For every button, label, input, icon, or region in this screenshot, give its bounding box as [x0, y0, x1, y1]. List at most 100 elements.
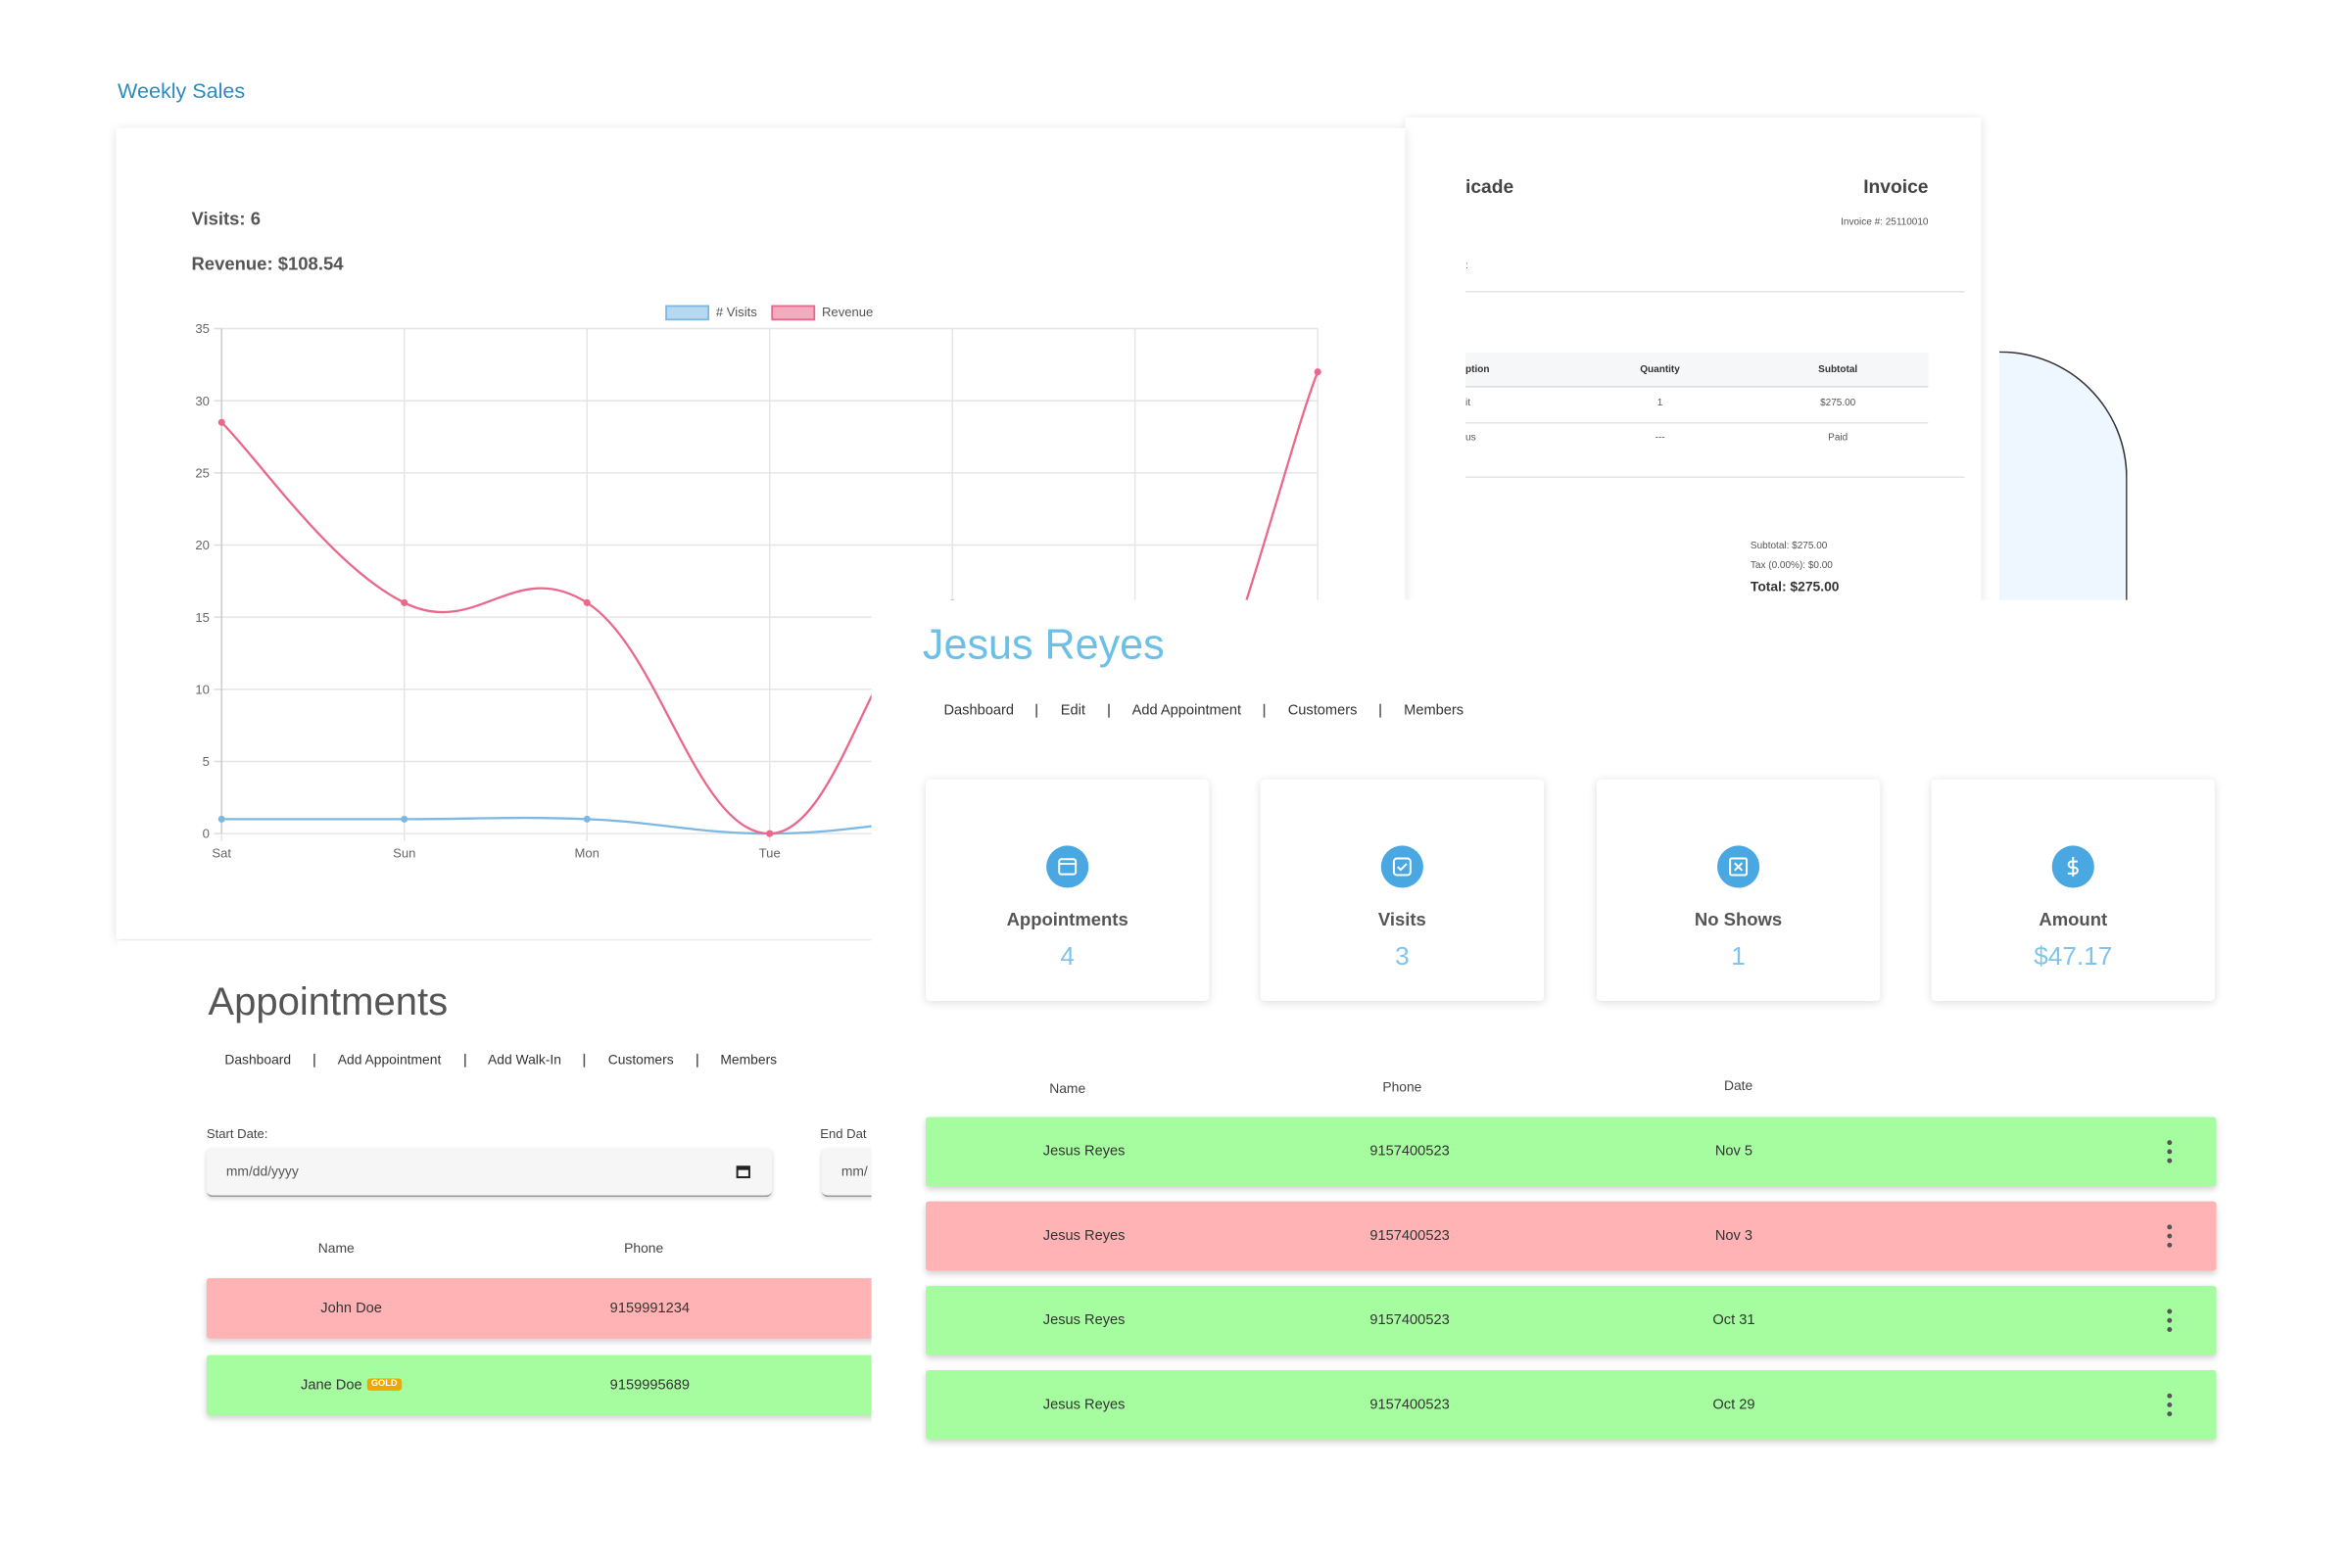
- cell-name: Jesus Reyes: [1042, 1396, 1126, 1413]
- section-title: Weekly Sales: [118, 78, 246, 103]
- visit-row[interactable]: Jesus Reyes 9157400523 Nov 5: [926, 1117, 2217, 1187]
- row-menu[interactable]: [2165, 1224, 2174, 1249]
- stat-icon: [1046, 845, 1089, 888]
- check-icon: [1392, 857, 1412, 877]
- cross-icon: [1729, 857, 1749, 877]
- menu-dot: [2167, 1402, 2173, 1407]
- visit-row[interactable]: Jesus Reyes 9157400523 Oct 29: [926, 1370, 2217, 1440]
- nav-bar: Dashboard Add Appointment Add Walk-In Custo…: [224, 1052, 777, 1067]
- menu-dot: [2167, 1308, 2173, 1314]
- stat-label: Visits: [1377, 909, 1426, 930]
- cell-phone: 9157400523: [1369, 1396, 1450, 1413]
- nav-link[interactable]: Dashboard: [943, 702, 1015, 720]
- cell-date: Oct 31: [1712, 1311, 1755, 1329]
- menu-dot: [2167, 1233, 2173, 1239]
- y-tick-label: 25: [195, 465, 210, 480]
- menu-dot: [2167, 1317, 2173, 1323]
- nav-link[interactable]: Members: [1404, 702, 1464, 720]
- data-point: [217, 418, 225, 426]
- nav-link[interactable]: Dashboard: [224, 1052, 292, 1068]
- visit-row[interactable]: Jesus Reyes 9157400523 Nov 3: [926, 1201, 2217, 1271]
- y-tick-label: 15: [195, 610, 210, 625]
- cell-phone: 9157400523: [1369, 1143, 1450, 1161]
- nav-link[interactable]: Customers: [1287, 702, 1358, 720]
- stat-card: No Shows 1: [1596, 779, 1881, 1001]
- menu-dot: [2167, 1140, 2173, 1146]
- member-badge: GOLD: [366, 1379, 403, 1392]
- menu-dot: [2167, 1327, 2173, 1332]
- row-divider: [1465, 421, 1929, 424]
- column-header: Quantity: [1640, 364, 1680, 376]
- y-tick-label: 30: [195, 394, 210, 408]
- invoice-number: Invoice #: 25110010: [1841, 216, 1929, 228]
- cell: $275.00: [1820, 398, 1856, 409]
- cell: ---: [1655, 432, 1665, 444]
- data-point: [1314, 368, 1321, 376]
- panel-title: Appointments: [208, 977, 449, 1024]
- row-menu[interactable]: [2165, 1140, 2174, 1164]
- cell-date: Nov 5: [1714, 1143, 1753, 1161]
- column-header: Phone: [1382, 1078, 1422, 1095]
- column-header: Subtotal: [1818, 364, 1858, 376]
- nav-separator: [584, 1053, 586, 1067]
- y-tick-label: 20: [195, 538, 210, 552]
- stat-value: 3: [1395, 941, 1410, 972]
- stat-value: 4: [1060, 941, 1075, 972]
- stat-icon: [1717, 845, 1760, 888]
- data-point: [401, 815, 408, 823]
- cell: it: [1465, 398, 1471, 409]
- column-header: Date: [1723, 1077, 1753, 1093]
- stat-icon: [1380, 845, 1423, 888]
- cell-name: Jesus Reyes: [1042, 1227, 1126, 1245]
- data-point: [401, 598, 408, 606]
- customer-panel: Jesus Reyes Dashboard Edit Add Appointment…: [871, 599, 2352, 1568]
- nav-link[interactable]: Members: [720, 1052, 778, 1068]
- menu-dot: [2167, 1149, 2173, 1155]
- stat-card: Amount $47.17: [1931, 779, 2215, 1001]
- cell: 1: [1656, 398, 1663, 409]
- stat-card: Appointments 4: [926, 779, 1210, 1001]
- cell-name: Jane Doe GOLD: [301, 1377, 403, 1394]
- nav-separator: [1108, 703, 1110, 718]
- appointment-row[interactable]: Jane Doe GOLD 9159995689: [206, 1354, 991, 1416]
- dollar-icon: [2067, 856, 2079, 877]
- revenue-summary: Revenue: $108.54: [191, 253, 344, 275]
- legend-swatch: [771, 305, 816, 321]
- field-label: End Dat: [820, 1125, 867, 1142]
- row-menu[interactable]: [2165, 1393, 2174, 1417]
- menu-dot: [2167, 1242, 2173, 1248]
- cell-date: Oct 29: [1712, 1396, 1755, 1413]
- legend-label: # Visits: [716, 305, 757, 319]
- cell-date: Nov 3: [1714, 1227, 1753, 1245]
- cell-name: John Doe: [320, 1300, 382, 1316]
- column-header: ption: [1465, 364, 1490, 376]
- date-input[interactable]: mm/dd/yyyy: [206, 1148, 773, 1198]
- divider: [1465, 476, 1965, 478]
- column-header: Name: [1049, 1080, 1086, 1096]
- stat-card: Visits 3: [1260, 779, 1545, 1001]
- nav-link[interactable]: Add Appointment: [1131, 702, 1242, 720]
- nav-separator: [696, 1053, 698, 1067]
- placeholder: mm/dd/yyyy: [225, 1164, 299, 1179]
- nav-link[interactable]: Customers: [607, 1052, 674, 1068]
- appointment-row[interactable]: John Doe 9159991234: [206, 1278, 991, 1339]
- row-menu[interactable]: [2165, 1308, 2174, 1333]
- stat-value: $47.17: [2034, 941, 2113, 972]
- data-point: [217, 815, 225, 823]
- clip-mask: [1405, 118, 1463, 615]
- nav-link[interactable]: Add Walk-In: [488, 1052, 561, 1068]
- nav-link[interactable]: Edit: [1060, 702, 1085, 720]
- cell-phone: 9159995689: [609, 1376, 691, 1394]
- cell-name: Jesus Reyes: [1042, 1311, 1126, 1329]
- invoice-company: icade: [1465, 176, 1514, 198]
- stat-value: 1: [1731, 941, 1746, 972]
- stat-icon: [2051, 845, 2094, 888]
- nav-separator: [1379, 703, 1382, 718]
- nav-link[interactable]: Add Appointment: [337, 1052, 442, 1068]
- menu-dot: [2167, 1411, 2173, 1417]
- column-header: Phone: [624, 1240, 664, 1257]
- visit-row[interactable]: Jesus Reyes 9157400523 Oct 31: [926, 1285, 2217, 1355]
- invoice-address: :: [1465, 261, 1468, 272]
